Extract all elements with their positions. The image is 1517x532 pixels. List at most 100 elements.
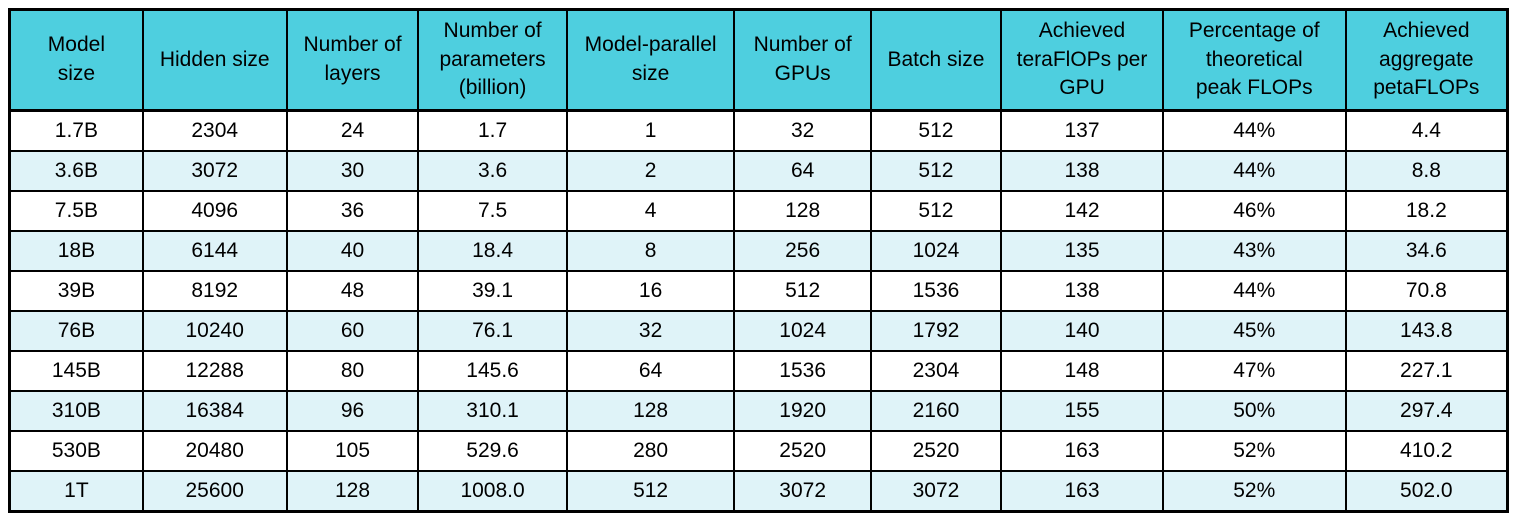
table-cell: 8192 [141,270,288,312]
table-cell: 48 [285,270,420,312]
table-row-7: 310B 16384 96 310.1 128 1920 2160 155 50% 297.4 [8,390,1509,432]
column-header-1: Hidden size [141,8,288,112]
table-cell: 1008.0 [417,470,568,513]
table-cell: 32 [565,310,736,352]
column-header-5: Number of GPUs [733,8,872,112]
table-cell: 163 [1000,470,1164,513]
table-cell: 128 [733,190,872,232]
table-row-2: 7.5B 4096 36 7.5 4 128 512 142 46% 18.2 [8,190,1509,232]
table-cell: 80 [285,350,420,392]
table-cell: 70.8 [1344,270,1509,312]
table-cell: 529.6 [417,430,568,472]
table-cell: 1024 [733,310,872,352]
table-cell: 145.6 [417,350,568,392]
table-body: 1.7B 2304 24 1.7 1 32 512 137 44% 4.4 3.6B 3072 30 3.… [8,109,1509,513]
table-cell: 64 [733,150,872,192]
column-header-3: Number of parameters (billion) [417,8,568,112]
table-cell: 2304 [141,109,288,152]
table-cell: 34.6 [1344,230,1509,272]
table-cell: 76.1 [417,310,568,352]
table-header-row: Model size Hidden size Number of layers Num… [8,8,1509,112]
table-cell: 6144 [141,230,288,272]
table-cell: 1.7B [8,109,144,152]
table-cell: 96 [285,390,420,432]
column-header-6: Batch size [869,8,1003,112]
table-cell: 1536 [733,350,872,392]
table-cell: 140 [1000,310,1164,352]
table-cell: 128 [285,470,420,513]
table-cell: 20480 [141,430,288,472]
table-cell: 16 [565,270,736,312]
table-cell: 32 [733,109,872,152]
table-cell: 45% [1161,310,1347,352]
table-cell: 297.4 [1344,390,1509,432]
table-cell: 105 [285,430,420,472]
table-header: Model size Hidden size Number of layers Num… [8,8,1509,112]
table-cell: 44% [1161,150,1347,192]
table-cell: 4096 [141,190,288,232]
table-cell: 64 [565,350,736,392]
table-cell: 512 [869,190,1003,232]
table-cell: 256 [733,230,872,272]
table-cell: 39B [8,270,144,312]
table-cell: 4 [565,190,736,232]
table-row-4: 39B 8192 48 39.1 16 512 1536 138 44% 70.8 [8,270,1509,312]
table-cell: 18.4 [417,230,568,272]
table-cell: 4.4 [1344,109,1509,152]
table-cell: 2160 [869,390,1003,432]
table-cell: 25600 [141,470,288,513]
table-row-0: 1.7B 2304 24 1.7 1 32 512 137 44% 4.4 [8,109,1509,152]
table-cell: 512 [565,470,736,513]
table-cell: 52% [1161,470,1347,513]
table-row-8: 530B 20480 105 529.6 280 2520 2520 163 52% 410.2 [8,430,1509,472]
table-cell: 155 [1000,390,1164,432]
table-cell: 3.6 [417,150,568,192]
table-cell: 8 [565,230,736,272]
table-cell: 1.7 [417,109,568,152]
table-cell: 1792 [869,310,1003,352]
table-cell: 7.5 [417,190,568,232]
table-row-5: 76B 10240 60 76.1 32 1024 1792 140 45% 143.8 [8,310,1509,352]
table-cell: 39.1 [417,270,568,312]
table-cell: 44% [1161,270,1347,312]
table-cell: 52% [1161,430,1347,472]
table-cell: 163 [1000,430,1164,472]
table-cell: 3072 [141,150,288,192]
table-cell: 512 [733,270,872,312]
table-cell: 60 [285,310,420,352]
table-cell: 280 [565,430,736,472]
table-cell: 137 [1000,109,1164,152]
table-cell: 50% [1161,390,1347,432]
table-cell: 7.5B [8,190,144,232]
table-cell: 47% [1161,350,1347,392]
column-header-7: Achieved teraFlOPs per GPU [1000,8,1164,112]
table-cell: 46% [1161,190,1347,232]
column-header-2: Number of layers [285,8,420,112]
table-cell: 8.8 [1344,150,1509,192]
table-cell: 530B [8,430,144,472]
table-row-3: 18B 6144 40 18.4 8 256 1024 135 43% 34.6 [8,230,1509,272]
table-cell: 138 [1000,150,1164,192]
table-cell: 1920 [733,390,872,432]
table-cell: 2 [565,150,736,192]
column-header-0: Model size [8,8,144,112]
table-cell: 128 [565,390,736,432]
table-cell: 44% [1161,109,1347,152]
table-cell: 410.2 [1344,430,1509,472]
table-cell: 3072 [869,470,1003,513]
table-cell: 502.0 [1344,470,1509,513]
table-cell: 142 [1000,190,1164,232]
table-cell: 76B [8,310,144,352]
column-header-8: Percentage of theoretical peak FLOPs [1161,8,1347,112]
table-cell: 1 [565,109,736,152]
table-cell: 310.1 [417,390,568,432]
table-cell: 24 [285,109,420,152]
table-row-9: 1T 25600 128 1008.0 512 3072 3072 163 52% 502.0 [8,470,1509,513]
table-cell: 40 [285,230,420,272]
model-scaling-table: Model size Hidden size Number of layers Num… [8,8,1509,513]
column-header-9: Achieved aggregate petaFLOPs [1344,8,1509,112]
table-cell: 138 [1000,270,1164,312]
table-cell: 16384 [141,390,288,432]
column-header-4: Model-parallel size [565,8,736,112]
table-row-6: 145B 12288 80 145.6 64 1536 2304 148 47% 227.1 [8,350,1509,392]
